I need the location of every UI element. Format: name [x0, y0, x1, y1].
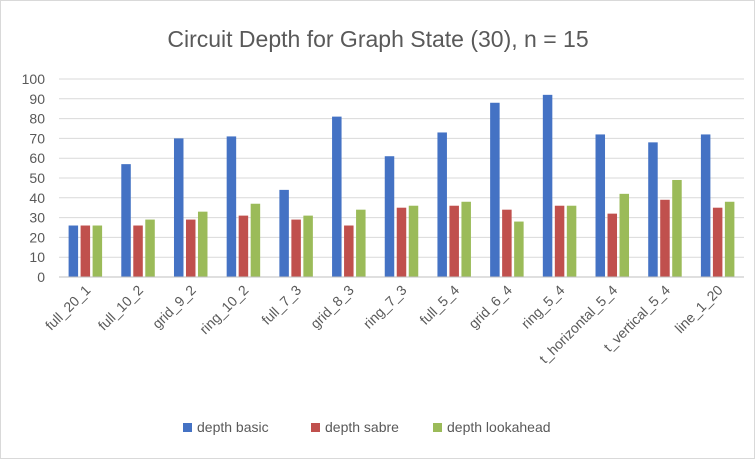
- bar-depth-lookahead-full_7_3: [303, 215, 313, 277]
- x-tick-label: ring_5_4: [518, 282, 568, 332]
- bar-depth-lookahead-ring_5_4: [566, 205, 577, 277]
- x-tick-label: full_10_2: [95, 282, 147, 334]
- chart-title: Circuit Depth for Graph State (30), n = …: [167, 26, 588, 52]
- legend-item-depth-lookahead: depth lookahead: [433, 419, 551, 435]
- y-tick-label: 100: [22, 71, 46, 87]
- bar-depth-lookahead-t_vertical_5_4: [672, 179, 682, 277]
- bar-depth-lookahead-ring_7_3: [408, 205, 419, 277]
- legend: depth basic depth sabre depth lookahead: [183, 419, 551, 435]
- bar-depth-sabre-ring_5_4: [554, 205, 565, 277]
- bar-depth-sabre-full_10_2: [133, 225, 143, 277]
- bar-depth-sabre-t_vertical_5_4: [660, 199, 670, 277]
- bar-depth-lookahead-grid_6_4: [514, 221, 524, 277]
- x-tick-label: full_7_3: [258, 282, 304, 328]
- bar-depth-sabre-t_horizontal_5_4: [607, 213, 618, 277]
- bar-depth-lookahead-ring_10_2: [250, 203, 261, 277]
- y-tick-label: 80: [29, 111, 45, 127]
- legend-swatch: [311, 423, 320, 432]
- x-tick-label: line_1_20: [672, 282, 726, 336]
- bar-depth-sabre-grid_9_2: [185, 219, 196, 277]
- bar-depth-basic-t_vertical_5_4: [648, 142, 658, 277]
- x-tick-label: grid_6_4: [465, 282, 515, 332]
- x-tick-label: full_5_4: [416, 282, 462, 328]
- bar-depth-basic-ring_5_4: [542, 94, 553, 277]
- bar-depth-basic-grid_6_4: [490, 102, 500, 277]
- y-tick-label: 50: [29, 170, 45, 186]
- bar-depth-lookahead-grid_9_2: [197, 211, 208, 277]
- legend-label: depth sabre: [325, 419, 399, 435]
- bar-depth-basic-full_7_3: [279, 189, 289, 277]
- bar-depth-lookahead-line_1_20: [724, 201, 735, 277]
- y-tick-label: 70: [29, 130, 45, 146]
- y-tick-label: 20: [29, 229, 45, 245]
- bar-depth-basic-ring_7_3: [384, 156, 395, 277]
- bar-depth-basic-full_5_4: [437, 132, 447, 277]
- bar-depth-sabre-grid_8_3: [344, 225, 354, 277]
- legend-item-depth-basic: depth basic: [183, 419, 269, 435]
- legend-swatch: [433, 423, 442, 432]
- y-tick-label: 40: [29, 190, 45, 206]
- x-tick-label: grid_8_3: [307, 282, 357, 332]
- y-tick-label: 60: [29, 150, 45, 166]
- bar-depth-lookahead-grid_8_3: [356, 209, 366, 277]
- bar-depth-sabre-full_5_4: [449, 205, 459, 277]
- bar-depth-sabre-full_20_1: [80, 225, 91, 277]
- bar-depth-basic-t_horizontal_5_4: [595, 134, 606, 277]
- legend-label: depth basic: [197, 419, 269, 435]
- bar-depth-sabre-line_1_20: [712, 207, 723, 277]
- bar-depth-lookahead-t_horizontal_5_4: [619, 193, 630, 277]
- bar-depth-lookahead-full_10_2: [145, 219, 155, 277]
- x-tick-label: full_20_1: [42, 282, 94, 334]
- x-tick-label: grid_9_2: [149, 282, 199, 332]
- y-tick-label: 0: [37, 269, 45, 285]
- bar-depth-lookahead-full_5_4: [461, 201, 471, 277]
- bar-depth-basic-grid_8_3: [332, 116, 342, 278]
- bar-depth-basic-ring_10_2: [226, 136, 237, 277]
- y-tick-label: 30: [29, 210, 45, 226]
- y-tick-label: 10: [29, 249, 45, 265]
- y-axis-ticks: 0 10 20 30 40 50 60 70 80 90 100: [22, 71, 46, 285]
- bar-depth-sabre-ring_7_3: [396, 207, 407, 277]
- legend-swatch: [183, 423, 192, 432]
- bars: [68, 94, 735, 278]
- bar-depth-basic-full_10_2: [121, 164, 131, 277]
- gridlines: [59, 78, 744, 258]
- bar-depth-basic-grid_9_2: [173, 138, 184, 277]
- bar-depth-sabre-grid_6_4: [502, 209, 512, 277]
- y-tick-label: 90: [29, 91, 45, 107]
- bar-depth-lookahead-full_20_1: [92, 225, 103, 277]
- bar-depth-basic-full_20_1: [68, 225, 79, 277]
- legend-label: depth lookahead: [447, 419, 551, 435]
- bar-depth-sabre-ring_10_2: [238, 215, 249, 277]
- legend-item-depth-sabre: depth sabre: [311, 419, 399, 435]
- bar-depth-sabre-full_7_3: [291, 219, 301, 277]
- bar-depth-basic-line_1_20: [700, 134, 711, 277]
- x-tick-label: ring_10_2: [196, 282, 252, 338]
- x-tick-label: ring_7_3: [360, 282, 410, 332]
